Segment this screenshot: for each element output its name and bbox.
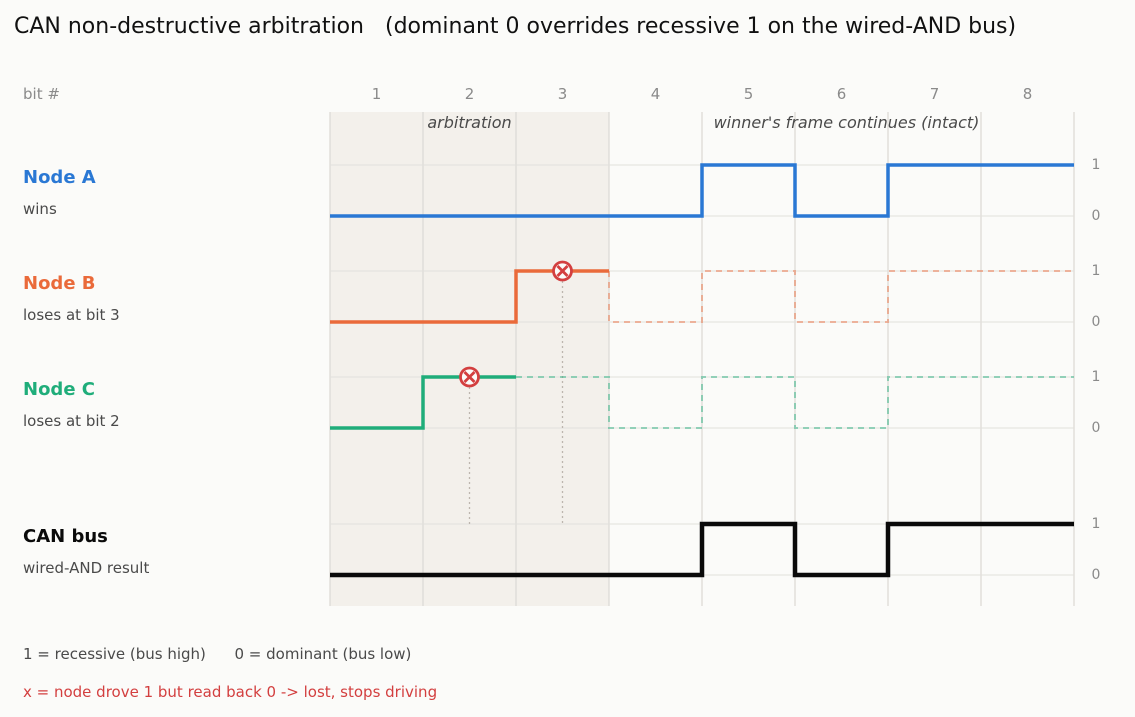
level-label-low: 0: [1092, 314, 1101, 330]
node-b-row: Node B loses at bit 3 1 0: [23, 260, 1101, 524]
node-c-waveform-ghost: [516, 376, 1074, 429]
node-b-waveform-driven: [330, 269, 609, 324]
bit-header-label: bit #: [23, 85, 60, 103]
bit-number-label: 1: [372, 85, 382, 103]
node-c-row: Node C loses at bit 2 1 0: [23, 366, 1101, 524]
node-b-waveform-ghost: [608, 270, 1074, 323]
level-label-high: 1: [1092, 369, 1101, 385]
lost-marker-icon: [552, 260, 573, 282]
node-a-name: Node A: [23, 167, 96, 188]
legend-lost-marker: x = node drove 1 but read back 0 -> lost…: [23, 683, 437, 701]
level-label-high: 1: [1092, 157, 1101, 173]
bit-number-row: 1 2 3 4 5 6 7 8: [372, 85, 1033, 103]
node-b-subtitle: loses at bit 3: [23, 306, 120, 324]
bit-number-label: 7: [930, 85, 940, 103]
level-label-low: 0: [1092, 420, 1101, 436]
level-label-high: 1: [1092, 516, 1101, 532]
bit-number-label: 5: [744, 85, 754, 103]
level-label-low: 0: [1092, 208, 1101, 224]
lost-marker-icon: [459, 366, 480, 388]
node-a-waveform: [330, 163, 1074, 218]
bit-number-label: 3: [558, 85, 568, 103]
can-bus-subtitle: wired-AND result: [23, 559, 149, 577]
bit-number-label: 8: [1023, 85, 1033, 103]
arbitration-zone-label: arbitration: [427, 113, 511, 132]
arbitration-zone-background: [330, 112, 609, 606]
can-bus-name: CAN bus: [23, 526, 108, 547]
level-label-high: 1: [1092, 263, 1101, 279]
can-bus-row: CAN bus wired-AND result 1 0: [23, 516, 1100, 583]
node-a-row: Node A wins 1 0: [23, 157, 1100, 224]
bit-number-label: 6: [837, 85, 847, 103]
level-label-low: 0: [1092, 567, 1101, 583]
bit-number-label: 4: [651, 85, 661, 103]
winner-zone-label: winner's frame continues (intact): [714, 113, 980, 132]
diagram-title: CAN non-destructive arbitration (dominan…: [14, 14, 1016, 39]
legend-levels: 1 = recessive (bus high) 0 = dominant (b…: [23, 645, 411, 663]
node-c-subtitle: loses at bit 2: [23, 412, 120, 430]
bit-number-label: 2: [465, 85, 475, 103]
node-c-name: Node C: [23, 379, 95, 400]
can-bus-waveform: [330, 521, 1074, 578]
node-b-name: Node B: [23, 273, 96, 294]
node-a-subtitle: wins: [23, 200, 57, 218]
